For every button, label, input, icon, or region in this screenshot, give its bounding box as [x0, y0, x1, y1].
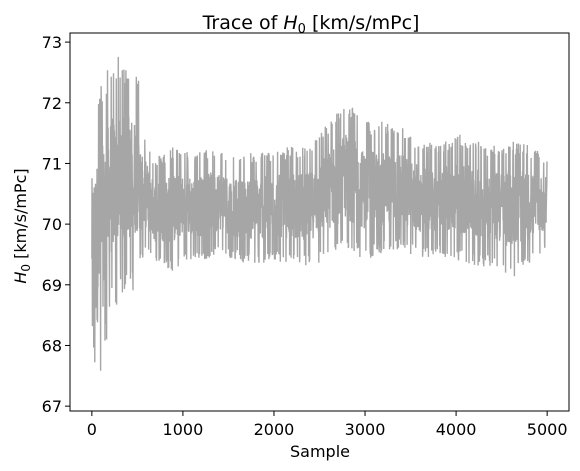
chart-title: Trace of H0 [km/s/mPc] — [202, 12, 420, 37]
x-axis-label: Sample — [290, 442, 350, 461]
y-axis: 67 68 69 70 71 72 73 — [42, 33, 70, 416]
series-line — [91, 56, 548, 371]
y-tick-label: 72 — [42, 94, 62, 113]
y-tick-label: 68 — [42, 336, 62, 355]
plot-frame — [69, 32, 570, 412]
x-tick-label: 2000 — [254, 420, 295, 439]
x-tick-label: 4000 — [436, 420, 477, 439]
y-tick-label: 73 — [42, 33, 62, 52]
plot-area — [91, 56, 548, 371]
y-tick-label: 71 — [42, 154, 62, 173]
y-axis-label: H0 [km/s/mPc] — [11, 168, 33, 283]
y-tick-label: 69 — [42, 276, 62, 295]
x-tick-label: 5000 — [527, 420, 568, 439]
x-tick-label: 3000 — [345, 420, 386, 439]
y-tick-label: 70 — [42, 215, 62, 234]
x-tick-label: 1000 — [163, 420, 204, 439]
x-tick-label: 0 — [87, 420, 97, 439]
x-axis: 0 1000 2000 3000 4000 5000 — [87, 411, 568, 439]
y-tick-label: 67 — [42, 397, 62, 416]
